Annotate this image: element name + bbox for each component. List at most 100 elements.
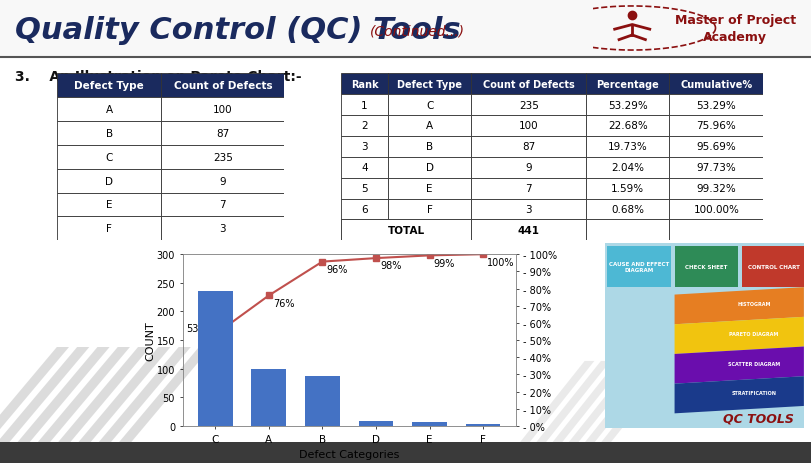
Bar (57, 74, 161, 98)
Text: 95.69%: 95.69% (696, 142, 736, 152)
Text: 9: 9 (525, 163, 531, 173)
Text: 3: 3 (525, 205, 531, 214)
Bar (586, 220, 668, 241)
Polygon shape (0, 347, 69, 463)
Text: Academy: Academy (702, 31, 766, 44)
Polygon shape (551, 361, 642, 463)
Bar (388, 95, 470, 116)
Polygon shape (20, 347, 130, 463)
Bar (251, 369, 285, 426)
Text: 96%: 96% (326, 264, 348, 274)
Bar (586, 199, 668, 220)
Text: 3: 3 (219, 224, 225, 234)
Polygon shape (674, 288, 803, 325)
Text: CONTROL CHART: CONTROL CHART (747, 265, 799, 269)
Polygon shape (81, 347, 191, 463)
Text: 3.    An Illustration on Pareto Chart:-: 3. An Illustration on Pareto Chart:- (15, 69, 301, 83)
Text: Count of Defects: Count of Defects (483, 80, 574, 89)
Bar (341, 157, 388, 178)
Text: 100: 100 (518, 121, 538, 131)
Bar (586, 178, 668, 199)
Text: HISTOGRAM: HISTOGRAM (736, 302, 770, 307)
Text: F: F (106, 224, 112, 234)
Polygon shape (41, 347, 150, 463)
Bar (57, 145, 161, 169)
Bar (358, 421, 393, 426)
Text: PARETO DIAGRAM: PARETO DIAGRAM (728, 332, 778, 336)
Bar (57, 122, 161, 145)
Text: E: E (426, 184, 432, 194)
Text: B: B (426, 142, 433, 152)
Text: 1.59%: 1.59% (611, 184, 643, 194)
Bar (470, 95, 586, 116)
Bar (606, 247, 670, 288)
Text: 7: 7 (219, 200, 225, 210)
Text: Quality Control (QC) Tools: Quality Control (QC) Tools (15, 16, 460, 44)
Text: C: C (426, 100, 433, 110)
Text: TOTAL: TOTAL (387, 225, 424, 235)
Polygon shape (674, 376, 803, 413)
Bar (586, 116, 668, 137)
Text: (Continued...): (Continued...) (369, 25, 464, 38)
Text: 100: 100 (212, 105, 232, 115)
Bar (674, 247, 737, 288)
Text: C: C (105, 152, 113, 163)
Text: 4: 4 (361, 163, 367, 173)
Bar (470, 220, 586, 241)
Bar (0, 0, 811, 58)
Text: 53.29%: 53.29% (607, 100, 647, 110)
X-axis label: Defect Categories: Defect Categories (298, 449, 399, 459)
Polygon shape (101, 347, 211, 463)
Text: B: B (105, 129, 113, 138)
Bar (668, 95, 762, 116)
Polygon shape (61, 347, 170, 463)
Bar (388, 74, 470, 95)
Bar (341, 74, 388, 95)
Text: A: A (426, 121, 433, 131)
Bar (57, 193, 161, 217)
Text: CAUSE AND EFFECT
DIAGRAM: CAUSE AND EFFECT DIAGRAM (608, 262, 668, 273)
Bar (470, 220, 586, 241)
Polygon shape (584, 361, 675, 463)
Text: D: D (105, 176, 113, 186)
Bar (668, 199, 762, 220)
Bar (586, 137, 668, 157)
Bar (388, 199, 470, 220)
Text: 87: 87 (216, 129, 230, 138)
Text: 441: 441 (517, 225, 539, 235)
Text: 99%: 99% (433, 258, 455, 268)
Text: 87: 87 (521, 142, 534, 152)
Bar (57, 98, 161, 122)
Bar (341, 178, 388, 199)
Polygon shape (535, 361, 626, 463)
Bar (161, 98, 284, 122)
Text: STRATIFICATION: STRATIFICATION (731, 391, 775, 395)
Text: 235: 235 (212, 152, 233, 163)
Bar (341, 199, 388, 220)
Text: 2.04%: 2.04% (611, 163, 643, 173)
Text: 22.68%: 22.68% (607, 121, 647, 131)
Bar (388, 220, 470, 241)
Y-axis label: COUNT: COUNT (145, 320, 155, 360)
Bar (0, 442, 811, 463)
Bar (668, 157, 762, 178)
Text: D: D (425, 163, 433, 173)
Bar (305, 376, 339, 426)
Bar (341, 95, 388, 116)
Bar (388, 178, 470, 199)
Bar (161, 169, 284, 193)
Polygon shape (0, 347, 109, 463)
Bar (470, 74, 586, 95)
Bar (465, 424, 500, 426)
Bar (668, 220, 762, 241)
Bar (341, 137, 388, 157)
Text: 5: 5 (361, 184, 367, 194)
Text: 235: 235 (518, 100, 538, 110)
Text: 19.73%: 19.73% (607, 142, 647, 152)
Polygon shape (503, 361, 594, 463)
Text: A: A (105, 105, 113, 115)
Bar (198, 292, 233, 426)
Bar (668, 137, 762, 157)
Polygon shape (674, 317, 803, 354)
Text: CHECK SHEET: CHECK SHEET (684, 265, 727, 269)
